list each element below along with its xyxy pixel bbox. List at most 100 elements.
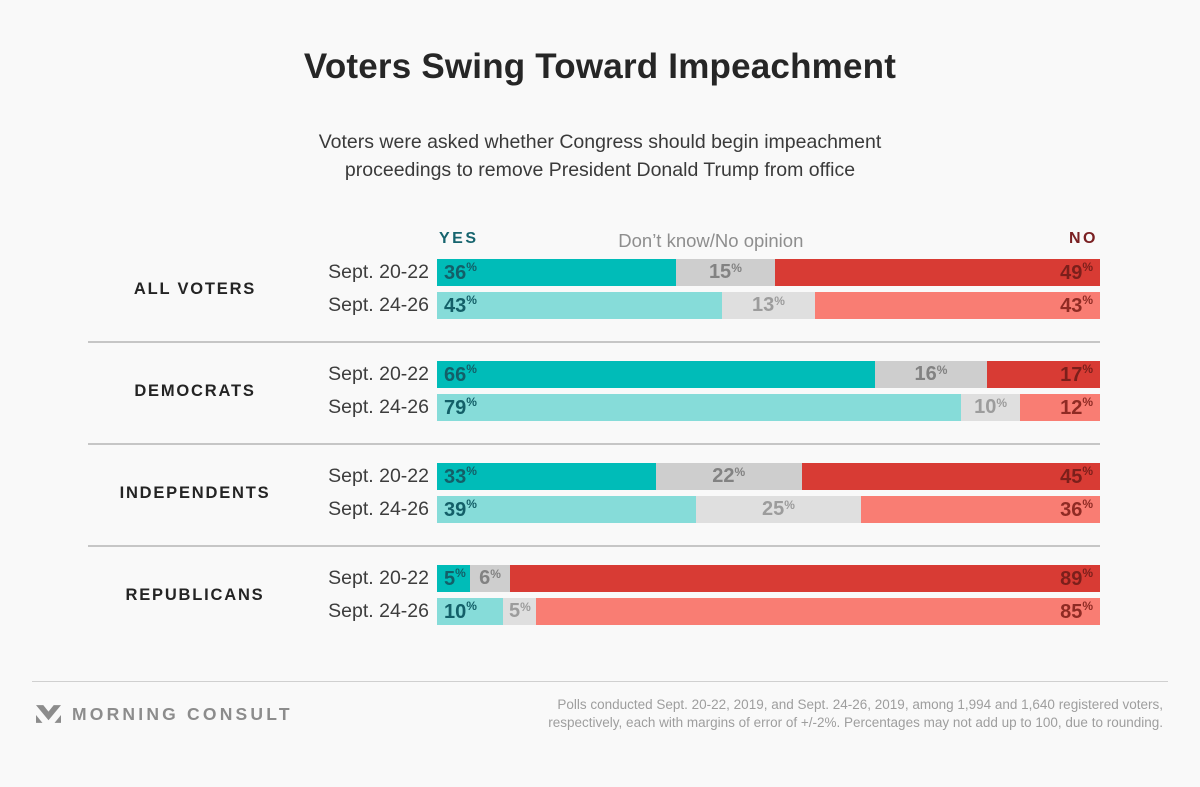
row-date-label: Sept. 20-22 [328, 261, 429, 283]
bar-row: Sept. 24-26 79% 10% 12% [0, 394, 1200, 421]
bar-segment-dont-know: 15% [675, 259, 776, 286]
voter-group-democrats: DEMOCRATS Sept. 20-22 66% 16% 17% Sept. … [0, 361, 1200, 421]
percent-sign: % [466, 361, 477, 376]
dont-know-value: 15 [708, 261, 732, 283]
voter-group-independents: INDEPENDENTS Sept. 20-22 33% 22% 45% Sep… [0, 463, 1200, 523]
group-divider [88, 443, 1100, 445]
group-divider [88, 341, 1100, 343]
footer-divider [32, 681, 1168, 682]
stacked-bar: 66% 16% 17% [437, 361, 1100, 388]
dont-know-value: 6 [479, 567, 491, 589]
page-title: Voters Swing Toward Impeachment [303, 47, 897, 86]
bar-segment-yes: 10% [437, 598, 504, 625]
yes-value: 66 [444, 363, 467, 386]
percent-sign: % [774, 294, 785, 308]
percent-sign: % [490, 567, 501, 581]
note-line-2: respectively, each with margins of error… [548, 715, 1163, 730]
bar-segment-no: 45% [801, 463, 1100, 490]
bar-row: Sept. 20-22 5% 6% 89% [0, 565, 1200, 592]
percent-sign: % [1082, 394, 1093, 409]
percent-sign: % [1082, 292, 1093, 307]
percent-sign: % [466, 259, 477, 274]
stacked-bar-chart: YES Don’t know/No opinion NO ALL VOTERS … [0, 230, 1200, 625]
yes-value: 39 [444, 498, 467, 521]
chart-subtitle: Voters were asked whether Congress shoul… [0, 128, 1200, 184]
morning-consult-logo-icon [36, 704, 61, 723]
bar-segment-dont-know: 5% [503, 598, 537, 625]
percent-sign: % [466, 463, 477, 478]
stacked-bar: 10% 5% 85% [437, 598, 1100, 625]
no-value: 49 [1060, 261, 1083, 284]
bar-row: Sept. 20-22 36% 15% 49% [0, 259, 1200, 286]
bar-segment-dont-know: 25% [695, 496, 862, 523]
percent-sign: % [1082, 361, 1093, 376]
bar-segment-yes: 39% [437, 496, 696, 523]
group-label: REPUBLICANS [125, 585, 265, 604]
legend-row: YES Don’t know/No opinion NO [437, 230, 1100, 251]
bar-segment-yes: 66% [437, 361, 875, 388]
subtitle-line-2: proceedings to remove President Donald T… [344, 159, 856, 181]
bar-segment-no: 17% [987, 361, 1100, 388]
brand-logo: MORNING CONSULT [36, 702, 293, 727]
bar-segment-yes: 5% [437, 565, 471, 592]
stacked-bar: 79% 10% 12% [437, 394, 1100, 421]
yes-value: 36 [444, 261, 467, 284]
dont-know-value: 10 [974, 396, 997, 418]
bar-segment-yes: 79% [437, 394, 961, 421]
stacked-bar: 5% 6% 89% [437, 565, 1100, 592]
no-value: 12 [1060, 396, 1083, 419]
bar-row: Sept. 24-26 43% 13% 43% [0, 292, 1200, 319]
group-divider [88, 545, 1100, 547]
yes-value: 33 [444, 465, 467, 488]
voter-group-all-voters: ALL VOTERS Sept. 20-22 36% 15% 49% Sept.… [0, 259, 1200, 319]
bar-segment-dont-know: 13% [722, 292, 815, 319]
no-value: 45 [1060, 465, 1083, 488]
bar-segment-no: 43% [814, 292, 1100, 319]
bar-row: Sept. 20-22 33% 22% 45% [0, 463, 1200, 490]
legend-yes-label: YES [439, 230, 479, 247]
percent-sign: % [466, 496, 477, 511]
dont-know-value: 13 [752, 294, 775, 316]
percent-sign: % [1082, 598, 1093, 613]
bar-segment-yes: 43% [437, 292, 723, 319]
stacked-bar: 43% 13% 43% [437, 292, 1100, 319]
group-label: DEMOCRATS [134, 381, 256, 400]
percent-sign: % [1082, 259, 1093, 274]
bar-segment-no: 85% [536, 598, 1100, 625]
row-date-label: Sept. 24-26 [328, 396, 429, 418]
percent-sign: % [466, 598, 477, 613]
footer: MORNING CONSULT Polls conducted Sept. 20… [36, 696, 1163, 732]
bar-segment-no: 36% [861, 496, 1100, 523]
yes-value: 43 [444, 294, 467, 317]
no-value: 36 [1060, 498, 1083, 521]
group-label: INDEPENDENTS [119, 483, 271, 502]
percent-sign: % [731, 261, 742, 275]
percent-sign: % [936, 363, 948, 377]
no-value: 89 [1060, 567, 1083, 590]
brand-name: MORNING CONSULT [72, 703, 293, 724]
percent-sign: % [784, 498, 795, 512]
percent-sign: % [734, 465, 746, 479]
legend-dont-know-label: Don’t know/No opinion [618, 230, 804, 251]
dont-know-value: 22 [712, 465, 735, 487]
bar-segment-dont-know: 10% [960, 394, 1021, 421]
bar-segment-dont-know: 6% [470, 565, 510, 592]
percent-sign: % [466, 394, 477, 409]
subtitle-line-1: Voters were asked whether Congress shoul… [318, 131, 882, 153]
stacked-bar: 39% 25% 36% [437, 496, 1100, 523]
group-label: ALL VOTERS [133, 279, 257, 298]
bar-row: Sept. 24-26 10% 5% 85% [0, 598, 1200, 625]
percent-sign: % [455, 565, 466, 580]
row-date-label: Sept. 20-22 [328, 567, 429, 589]
legend-no-label: NO [1069, 230, 1098, 247]
row-date-label: Sept. 24-26 [328, 498, 429, 520]
bar-segment-yes: 36% [437, 259, 676, 286]
bar-row: Sept. 24-26 39% 25% 36% [0, 496, 1200, 523]
percent-sign: % [1082, 463, 1093, 478]
percent-sign: % [466, 292, 477, 307]
no-value: 85 [1060, 600, 1083, 623]
yes-value: 10 [444, 600, 467, 623]
bar-row: Sept. 20-22 66% 16% 17% [0, 361, 1200, 388]
row-date-label: Sept. 20-22 [328, 465, 429, 487]
bar-segment-dont-know: 22% [655, 463, 802, 490]
